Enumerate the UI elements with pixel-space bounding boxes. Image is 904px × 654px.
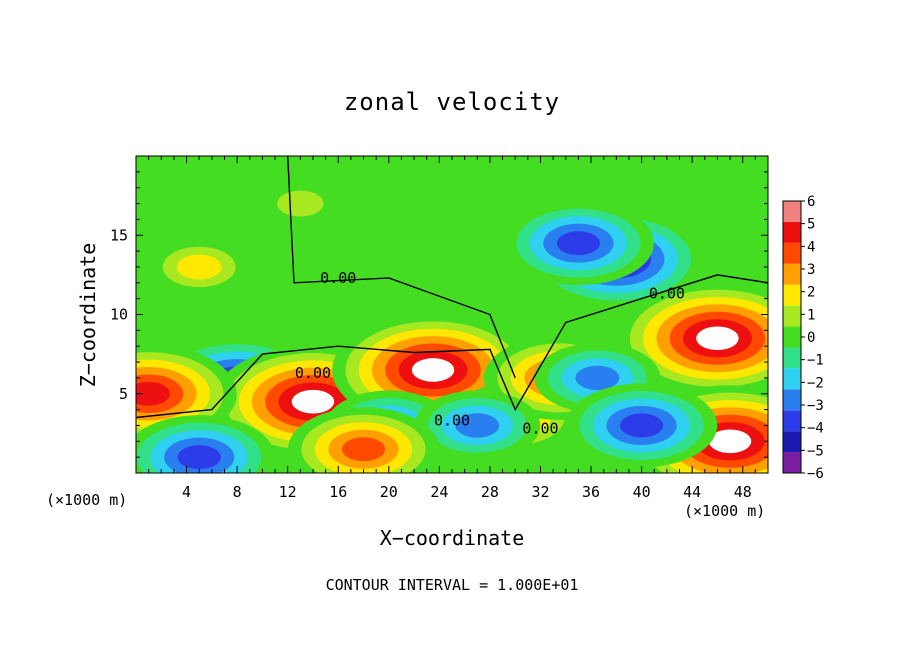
field-features bbox=[136, 156, 768, 473]
colorbar-tick-label: −5 bbox=[807, 443, 824, 459]
colorbar-tick-label: 6 bbox=[807, 194, 815, 210]
colorbar-segment bbox=[783, 326, 801, 348]
colorbar-segment bbox=[783, 221, 801, 243]
colorbar-segment bbox=[783, 242, 801, 264]
x-unit-right: (×1000 m) bbox=[684, 502, 766, 520]
x-tick-label: 44 bbox=[683, 483, 701, 501]
colorbar-segment bbox=[783, 347, 801, 369]
x-axis-label: X−coordinate bbox=[379, 526, 525, 550]
colorbar-segment bbox=[783, 201, 801, 222]
colorbar-tick-label: −3 bbox=[807, 398, 824, 414]
colorbar-tick-label: 1 bbox=[807, 307, 815, 323]
contour-label: 0.00 bbox=[649, 285, 685, 303]
x-tick-label: 8 bbox=[233, 483, 242, 501]
x-tick-label: 12 bbox=[279, 483, 297, 501]
colorbar-tick-label: 5 bbox=[807, 217, 815, 233]
colorbar-segment bbox=[783, 305, 801, 327]
field-feature bbox=[575, 365, 620, 391]
colorbar-segment bbox=[783, 389, 801, 411]
colorbar-tick-label: −4 bbox=[807, 421, 824, 437]
field-feature bbox=[177, 445, 221, 470]
contour-label: 0.00 bbox=[522, 419, 558, 437]
x-tick-label: 40 bbox=[633, 483, 651, 501]
zero-contour bbox=[287, 156, 516, 379]
colorbar-tick-label: −2 bbox=[807, 375, 824, 391]
field-feature bbox=[708, 429, 752, 454]
colorbar-tick-label: −6 bbox=[807, 466, 824, 482]
field-feature bbox=[411, 358, 455, 382]
y-tick-label: 10 bbox=[110, 306, 128, 324]
colorbar-tick-label: 0 bbox=[807, 330, 815, 346]
contour-label: 0.00 bbox=[434, 411, 470, 429]
x-unit-left: (×1000 m) bbox=[46, 491, 128, 509]
field-feature bbox=[176, 254, 222, 280]
colorbar-tick-label: −1 bbox=[807, 353, 824, 369]
field-feature bbox=[277, 190, 324, 217]
contour-interval-note: CONTOUR INTERVAL = 1.000E+01 bbox=[325, 576, 579, 594]
colorbar-tick-label: 2 bbox=[807, 285, 815, 301]
colorbar-segment bbox=[783, 368, 801, 390]
field-feature bbox=[291, 389, 335, 414]
colorbar-segment bbox=[783, 263, 801, 285]
x-tick-label: 4 bbox=[182, 483, 191, 501]
colorbar-segment bbox=[783, 431, 801, 453]
field-feature bbox=[696, 326, 739, 351]
x-tick-label: 20 bbox=[380, 483, 398, 501]
colorbar-tick-label: 3 bbox=[807, 262, 815, 278]
field-feature bbox=[556, 231, 601, 256]
x-tick-label: 16 bbox=[329, 483, 347, 501]
x-tick-label: 36 bbox=[582, 483, 600, 501]
x-tick-label: 28 bbox=[481, 483, 499, 501]
y-tick-label: 5 bbox=[119, 385, 128, 403]
field-feature bbox=[341, 437, 386, 462]
colorbar-tick-label: 4 bbox=[807, 239, 815, 255]
colorbar-segment bbox=[783, 452, 801, 473]
x-tick-label: 32 bbox=[531, 483, 549, 501]
contour-label: 0.00 bbox=[295, 364, 331, 382]
contour-label: 0.00 bbox=[320, 269, 356, 287]
field-feature bbox=[136, 381, 171, 406]
field-feature bbox=[455, 413, 500, 438]
y-axis-label: Z−coordinate bbox=[76, 242, 100, 388]
colorbar-segment bbox=[783, 284, 801, 306]
chart-title: zonal velocity bbox=[343, 88, 561, 116]
field-feature bbox=[620, 413, 664, 438]
zero-contour bbox=[136, 274, 768, 419]
x-tick-label: 48 bbox=[734, 483, 752, 501]
x-tick-label: 24 bbox=[430, 483, 448, 501]
y-tick-label: 15 bbox=[110, 226, 128, 244]
colorbar-segment bbox=[783, 410, 801, 432]
